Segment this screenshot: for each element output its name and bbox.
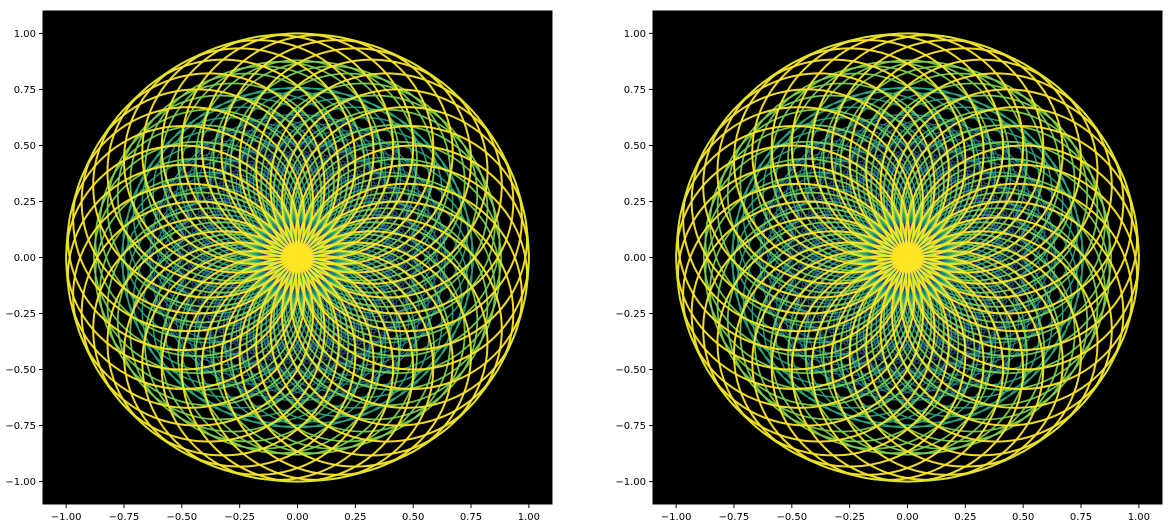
x-tick-label: −1.00 (51, 512, 82, 523)
y-tick-label: 1.00 (14, 29, 36, 40)
y-tick-label: −0.75 (5, 421, 36, 432)
y-axis: 1.00 0.75 0.50 0.25 0.00 −0.25 −0.50 −0.75 −1.00 (615, 29, 653, 488)
pattern-circle (200, 254, 435, 481)
y-tick-label: 1.00 (624, 29, 646, 40)
pattern-circle (875, 236, 1053, 409)
y-tick-label: 0.25 (624, 197, 646, 208)
pattern-circle (289, 182, 523, 409)
y-tick-label: −0.50 (615, 365, 646, 376)
y-tick-label: −0.25 (615, 309, 646, 320)
y-tick-label: 0.25 (14, 197, 36, 208)
pattern-circle (255, 230, 489, 457)
pattern-circle (891, 200, 1125, 427)
x-tick-label: 0.75 (460, 512, 482, 523)
x-tick-label: 0.25 (954, 512, 976, 523)
pattern-circle (865, 230, 1099, 457)
x-tick-label: 1.00 (1128, 512, 1150, 523)
pattern-circle (252, 245, 431, 418)
pattern-circle (281, 200, 515, 427)
pattern-circle (272, 221, 479, 421)
y-tick-label: −1.00 (5, 477, 36, 488)
x-tick-label: −0.25 (224, 512, 255, 523)
plot-area (675, 32, 1140, 483)
y-axis: 1.00 0.75 0.50 0.25 0.00 −0.25 −0.50 −0.75 −1.00 (5, 29, 43, 488)
x-tick-label: 0.50 (402, 512, 424, 523)
pattern-circle (862, 245, 1041, 418)
axes-right: −1.00 −0.75 −0.50 −0.25 0.00 0.25 0.50 0.75 1.00… (615, 10, 1163, 523)
pattern-circle (848, 241, 1083, 468)
pattern-circle (886, 226, 1064, 399)
x-tick-label: −0.25 (834, 512, 865, 523)
y-tick-label: −0.50 (5, 365, 36, 376)
plot-area (65, 32, 530, 483)
pattern-circle (265, 236, 443, 409)
y-tick-label: 0.50 (14, 141, 36, 152)
x-tick-label: 1.00 (518, 512, 540, 523)
outer-envelope (675, 32, 1140, 483)
y-tick-label: 0.75 (624, 85, 646, 96)
pattern-circle (260, 233, 466, 433)
x-axis: −1.00 −0.75 −0.50 −0.25 0.00 0.25 0.50 0.75 1.00 (661, 504, 1150, 523)
pattern-circle (269, 216, 503, 443)
x-tick-label: 0.50 (1012, 512, 1034, 523)
pattern-circle (284, 214, 463, 386)
y-tick-label: −0.75 (615, 421, 646, 432)
y-tick-label: 0.00 (624, 253, 646, 264)
y-tick-label: 0.75 (14, 85, 36, 96)
pattern-circle (899, 182, 1133, 409)
y-tick-label: −1.00 (615, 477, 646, 488)
x-tick-label: −0.50 (776, 512, 807, 523)
outer-envelope (65, 32, 530, 483)
pattern-circle (904, 163, 1139, 391)
x-tick-label: 0.00 (896, 512, 918, 523)
pattern-circle (894, 214, 1073, 386)
y-tick-label: 0.50 (624, 141, 646, 152)
y-tick-label: −0.25 (5, 309, 36, 320)
pattern-circle (294, 163, 529, 391)
x-tick-label: 0.75 (1070, 512, 1092, 523)
x-tick-label: 0.25 (344, 512, 366, 523)
x-tick-label: 0.00 (286, 512, 308, 523)
x-tick-label: −0.50 (166, 512, 197, 523)
x-tick-label: −0.75 (719, 512, 750, 523)
pattern-circle (238, 241, 473, 468)
x-tick-label: −1.00 (661, 512, 692, 523)
pattern-circle (830, 249, 1064, 476)
axes-left: −1.00 −0.75 −0.50 −0.25 0.00 0.25 0.50 0.75 1.00… (5, 10, 553, 523)
pattern-circle (870, 233, 1076, 433)
pattern-circle (879, 216, 1113, 443)
pattern-circle (220, 249, 454, 476)
y-tick-label: 0.00 (14, 253, 36, 264)
pattern-circle (882, 221, 1089, 421)
pattern-circle (810, 254, 1045, 481)
x-tick-label: −0.75 (109, 512, 140, 523)
x-axis: −1.00 −0.75 −0.50 −0.25 0.00 0.25 0.50 0.75 1.00 (51, 504, 540, 523)
pattern-circle (276, 226, 454, 399)
